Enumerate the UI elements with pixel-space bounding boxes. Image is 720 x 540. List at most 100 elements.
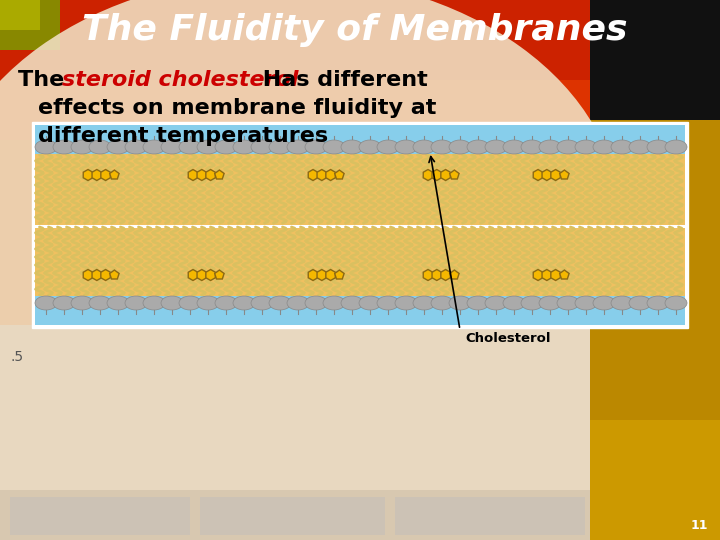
Ellipse shape	[359, 140, 381, 154]
Polygon shape	[215, 270, 224, 279]
Ellipse shape	[539, 296, 561, 310]
Polygon shape	[188, 170, 198, 180]
Polygon shape	[335, 170, 344, 179]
Polygon shape	[326, 269, 336, 280]
Bar	[590, 120, 720, 540]
Ellipse shape	[341, 296, 363, 310]
Polygon shape	[215, 170, 224, 179]
Ellipse shape	[287, 296, 309, 310]
Text: The Fluidity of Membranes: The Fluidity of Membranes	[82, 13, 628, 47]
Polygon shape	[441, 170, 451, 180]
Ellipse shape	[71, 140, 93, 154]
Bar	[200, 497, 385, 535]
Ellipse shape	[125, 296, 147, 310]
Polygon shape	[423, 170, 433, 180]
Polygon shape	[109, 270, 119, 279]
Ellipse shape	[629, 296, 651, 310]
Bar	[35, 225, 685, 296]
Ellipse shape	[269, 296, 291, 310]
Ellipse shape	[413, 296, 435, 310]
Ellipse shape	[269, 140, 291, 154]
Polygon shape	[450, 270, 459, 279]
Ellipse shape	[377, 296, 399, 310]
Ellipse shape	[71, 296, 93, 310]
Ellipse shape	[557, 140, 579, 154]
Ellipse shape	[359, 296, 381, 310]
Ellipse shape	[629, 140, 651, 154]
Polygon shape	[84, 269, 93, 280]
Ellipse shape	[557, 296, 579, 310]
Polygon shape	[317, 170, 327, 180]
Ellipse shape	[575, 296, 597, 310]
Ellipse shape	[305, 140, 327, 154]
Polygon shape	[551, 269, 560, 280]
Text: Has different: Has different	[255, 70, 428, 90]
Text: The: The	[18, 70, 72, 90]
Bar	[32, 122, 688, 328]
Bar	[0, 0, 590, 140]
Polygon shape	[101, 170, 110, 180]
Ellipse shape	[197, 296, 219, 310]
Ellipse shape	[251, 140, 273, 154]
Polygon shape	[542, 170, 552, 180]
Ellipse shape	[161, 140, 183, 154]
Ellipse shape	[485, 140, 507, 154]
Bar	[0, 0, 60, 50]
Ellipse shape	[107, 296, 129, 310]
Polygon shape	[423, 269, 433, 280]
Ellipse shape	[323, 296, 345, 310]
Polygon shape	[534, 170, 543, 180]
Ellipse shape	[35, 296, 57, 310]
Polygon shape	[109, 170, 119, 179]
Ellipse shape	[611, 296, 633, 310]
Ellipse shape	[305, 296, 327, 310]
Ellipse shape	[251, 296, 273, 310]
Ellipse shape	[647, 296, 669, 310]
Ellipse shape	[143, 140, 165, 154]
Ellipse shape	[593, 296, 615, 310]
Polygon shape	[590, 0, 720, 160]
Polygon shape	[441, 269, 451, 280]
Ellipse shape	[377, 140, 399, 154]
Ellipse shape	[521, 296, 543, 310]
Ellipse shape	[233, 296, 255, 310]
Ellipse shape	[395, 140, 417, 154]
Ellipse shape	[197, 140, 219, 154]
Ellipse shape	[179, 140, 201, 154]
Polygon shape	[206, 269, 215, 280]
Ellipse shape	[611, 140, 633, 154]
Polygon shape	[308, 269, 318, 280]
Text: Cholesterol: Cholesterol	[465, 332, 551, 345]
Bar	[0, 490, 590, 540]
Polygon shape	[92, 269, 102, 280]
Ellipse shape	[431, 296, 453, 310]
Ellipse shape	[287, 140, 309, 154]
Ellipse shape	[125, 140, 147, 154]
Text: effects on membrane fluidity at: effects on membrane fluidity at	[38, 98, 436, 118]
Ellipse shape	[413, 140, 435, 154]
Text: different temperatures: different temperatures	[38, 126, 328, 146]
Polygon shape	[335, 270, 344, 279]
Ellipse shape	[647, 140, 669, 154]
Polygon shape	[432, 170, 441, 180]
Bar	[395, 497, 585, 535]
Ellipse shape	[449, 140, 471, 154]
Polygon shape	[432, 269, 441, 280]
Ellipse shape	[665, 140, 687, 154]
Polygon shape	[551, 170, 560, 180]
Ellipse shape	[467, 140, 489, 154]
Ellipse shape	[53, 296, 75, 310]
Ellipse shape	[467, 296, 489, 310]
Ellipse shape	[539, 140, 561, 154]
Ellipse shape	[143, 296, 165, 310]
Bar	[0, 325, 590, 540]
Ellipse shape	[503, 296, 525, 310]
Ellipse shape	[0, 0, 620, 465]
Text: .5: .5	[10, 350, 23, 364]
Polygon shape	[188, 269, 198, 280]
Polygon shape	[197, 269, 207, 280]
Polygon shape	[542, 269, 552, 280]
Bar	[0, 0, 40, 30]
Polygon shape	[450, 170, 459, 179]
Ellipse shape	[485, 296, 507, 310]
